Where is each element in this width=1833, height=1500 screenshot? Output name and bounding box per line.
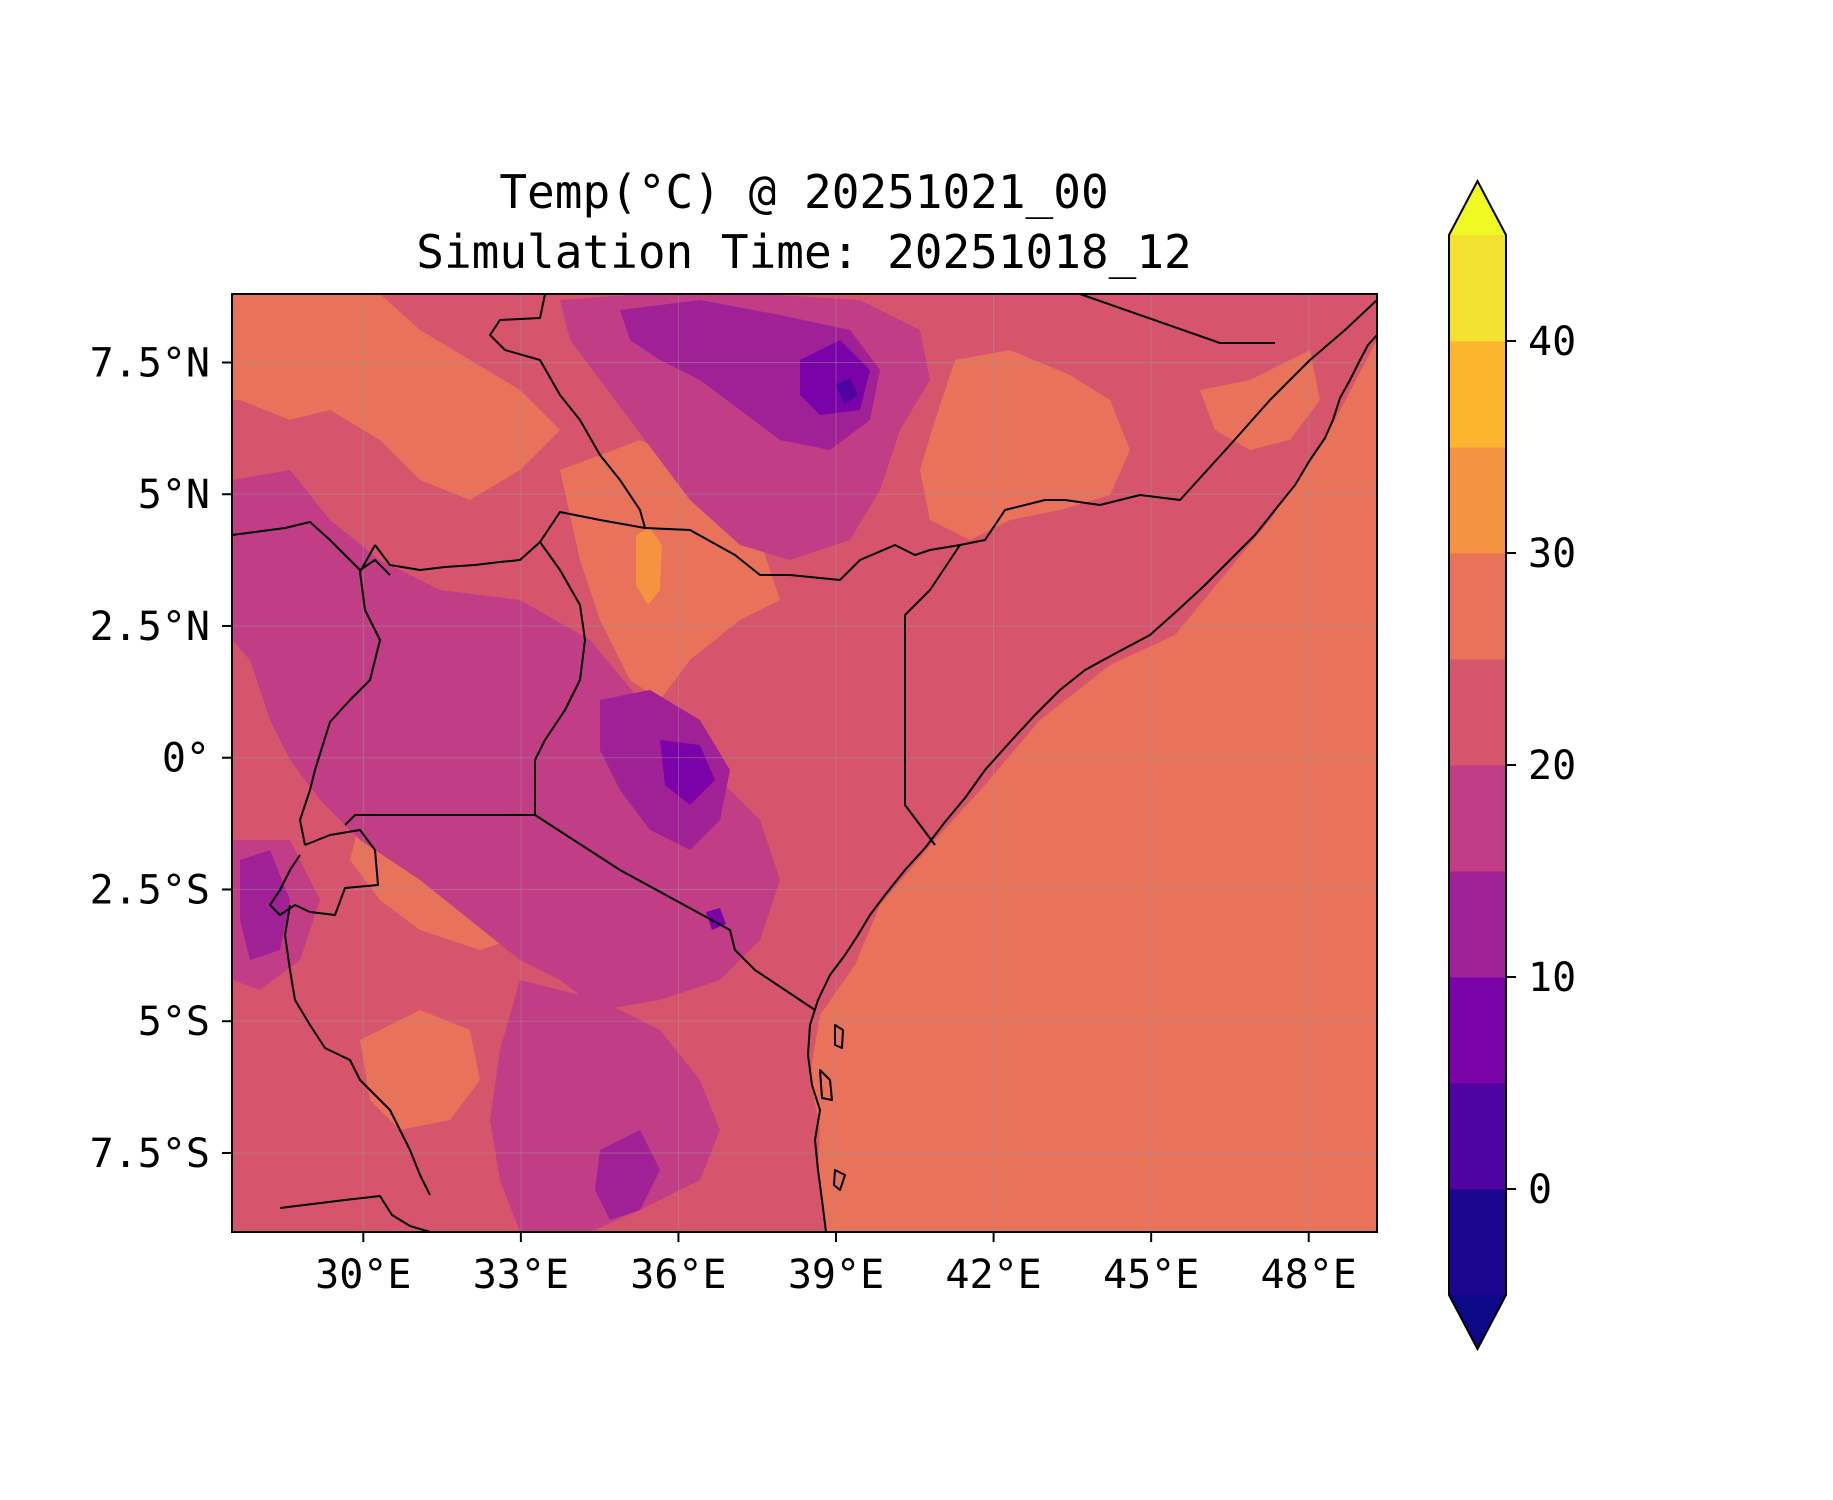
border-drc-south-sudan xyxy=(232,521,391,576)
island-pemba-zanzibar xyxy=(819,1024,846,1191)
colorbar-segment xyxy=(1449,659,1506,766)
x-tick-label: 48°E xyxy=(1261,1252,1357,1298)
border-kenya-tanzania xyxy=(534,814,816,1011)
y-tick-label: 5°S xyxy=(138,999,210,1045)
border-tanzania-drc-lake xyxy=(284,904,431,1196)
region-10-15-tz-south xyxy=(595,1130,660,1220)
region-25-30-north xyxy=(232,294,560,500)
colorbar-segment xyxy=(1449,1083,1506,1190)
border-kenya-uganda xyxy=(374,511,646,571)
x-tick-label: 45°E xyxy=(1103,1252,1199,1298)
border-ethiopia-somaliland xyxy=(1079,294,1275,344)
border-uganda-drc xyxy=(299,544,381,846)
map-panel xyxy=(232,294,1377,1232)
y-tick-label: 0° xyxy=(162,736,210,782)
border-tanzania-zambia xyxy=(279,1195,431,1232)
x-tick-label: 39°E xyxy=(788,1252,884,1298)
border-south-sudan-ethiopia xyxy=(489,294,1377,581)
colorbar-segment xyxy=(1449,341,1506,448)
region-15-20-tz-south xyxy=(490,980,720,1232)
colorbar: 0 10 20 30 40 xyxy=(1448,178,1576,1352)
x-axis: 30°E 33°E 36°E 39°E 42°E 45°E 48°E xyxy=(315,1232,1357,1298)
country-borders xyxy=(232,294,1377,1232)
y-tick-label: 7.5°N xyxy=(90,341,210,387)
coastline xyxy=(807,334,1377,1232)
border-rwanda-burundi xyxy=(269,829,379,916)
y-tick-label: 5°N xyxy=(138,472,210,518)
gridlines xyxy=(232,294,1377,1232)
colorbar-segment xyxy=(1449,235,1506,342)
colorbar-tick-label: 20 xyxy=(1528,743,1576,789)
region-5-10-kenya-peak xyxy=(660,740,715,805)
colorbar-under-arrow xyxy=(1449,1295,1506,1349)
colorbar-over-arrow xyxy=(1449,181,1506,235)
y-tick-label: 2.5°S xyxy=(90,867,210,913)
colorbar-segment xyxy=(1449,977,1506,1084)
region-25-30-south xyxy=(360,1010,480,1130)
region-15-20-great-lakes xyxy=(232,470,780,1010)
region-25-30-somalia-north xyxy=(1200,350,1320,450)
region-25-30-ethiopia-east xyxy=(920,350,1130,540)
region-30-35-turkana xyxy=(636,528,662,605)
x-tick-label: 42°E xyxy=(945,1252,1041,1298)
map-frame xyxy=(231,293,1378,1233)
colorbar-segment xyxy=(1449,871,1506,978)
colorbar-segment xyxy=(1449,1189,1506,1296)
colorbar-outline xyxy=(1448,178,1507,1352)
y-axis: 7.5°N 5°N 2.5°N 0° 2.5°S 5°S 7.5°S xyxy=(90,341,232,1177)
y-tick-label: 7.5°S xyxy=(90,1131,210,1177)
colorbar-segment xyxy=(1449,553,1506,660)
colorbar-segment xyxy=(1449,447,1506,554)
colorbar-tick-label: 40 xyxy=(1528,319,1576,365)
map-title: Temp(°C) @ 20251021_00 xyxy=(499,165,1108,219)
colorbar-segment xyxy=(1449,765,1506,872)
y-tick-label: 2.5°N xyxy=(90,604,210,650)
x-tick-label: 30°E xyxy=(315,1252,411,1298)
border-kenya-somalia xyxy=(904,544,961,846)
region-10-15-ethiopia xyxy=(620,300,880,450)
colorbar-tick-label: 10 xyxy=(1528,955,1576,1001)
x-tick-label: 33°E xyxy=(473,1252,569,1298)
colorbar-tick-label: 30 xyxy=(1528,531,1576,577)
region-0-5-ethiopia-peak xyxy=(835,378,858,404)
map-subtitle: Simulation Time: 20251018_12 xyxy=(416,225,1191,279)
colorbar-tick-label: 0 xyxy=(1528,1167,1552,1213)
x-tick-label: 36°E xyxy=(630,1252,726,1298)
region-10-15-kivu xyxy=(240,850,290,960)
border-uganda-tanzania xyxy=(344,541,586,826)
